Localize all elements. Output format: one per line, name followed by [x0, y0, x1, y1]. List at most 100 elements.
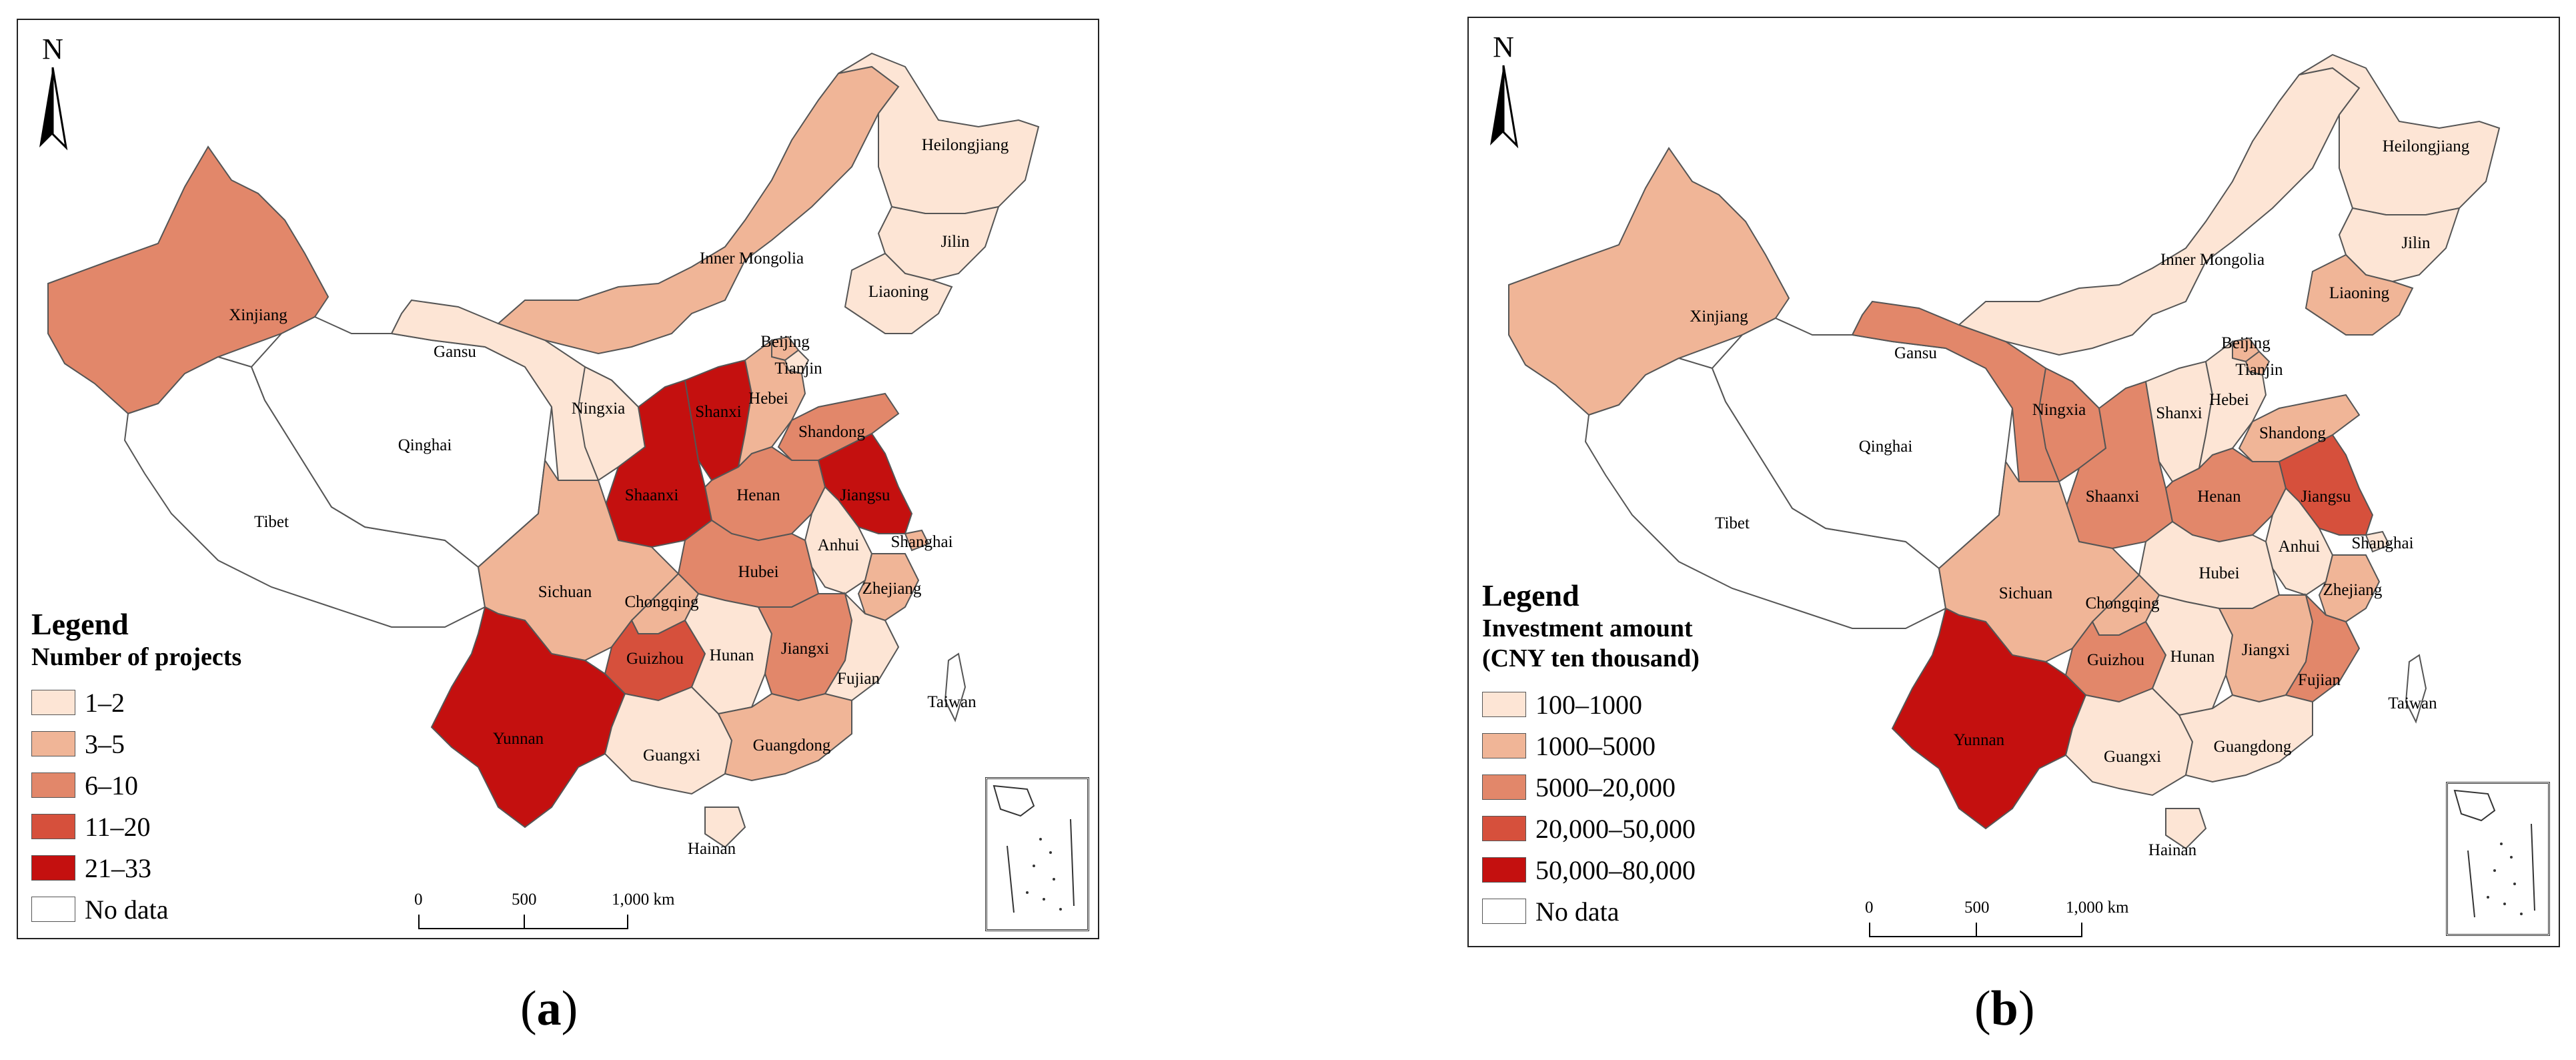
caption-b: (b) [1974, 981, 2035, 1036]
legend-subtitle-line: Investment amount [1482, 614, 1693, 642]
province-label: Sichuan [538, 583, 592, 601]
caption-a: (a) [520, 981, 578, 1036]
province-label: Hubei [738, 563, 778, 581]
province-inner-mongolia [497, 65, 900, 355]
scale-tick-label: 500 [512, 891, 537, 909]
province-label: Yunnan [493, 730, 544, 748]
legend-label: No data [1535, 896, 1620, 927]
legend-item: No data [31, 889, 241, 930]
province-label: Heilongjiang [922, 136, 1009, 154]
province-label: Tibet [1715, 514, 1750, 532]
province-zhejiang [2318, 554, 2381, 623]
province-guangdong [2178, 694, 2313, 783]
province-taiwan [944, 652, 967, 722]
province-label: Guangxi [2104, 748, 2161, 766]
north-arrow: N [1483, 33, 1523, 152]
province-label: Shanxi [695, 403, 742, 421]
province-label: Fujian [837, 670, 880, 688]
legend-item: 1–2 [31, 682, 241, 723]
province-liaoning [844, 252, 953, 334]
province-label: Jiangxi [781, 640, 829, 658]
map-panel-a: Xinjiang Tibet Qinghai Gansu Inner Mongolia H… [17, 19, 1099, 939]
scale-tick-label: 500 [1964, 899, 1990, 917]
south-china-sea-inset [2446, 782, 2550, 936]
province-label: Gansu [1894, 344, 1937, 362]
province-label: Qinghai [1859, 438, 1913, 456]
north-arrow-icon [1490, 65, 1519, 149]
province-zhejiang [857, 553, 920, 622]
caption-letter: a [536, 981, 562, 1036]
province-label: Sichuan [1999, 584, 2053, 602]
province-shanghai [2365, 530, 2391, 553]
province-label: Gansu [434, 343, 476, 361]
province-label: Chongqing [2085, 594, 2160, 612]
province-shanghai [904, 529, 930, 552]
province-label: Guizhou [2087, 651, 2145, 669]
legend-label: 5000–20,000 [1535, 772, 1676, 803]
south-china-sea-inset [985, 777, 1089, 931]
scale-tick-label: 0 [414, 891, 423, 909]
province-xinjiang [1508, 147, 1790, 416]
province-fujian [824, 591, 900, 702]
province-label: Tibet [254, 513, 289, 531]
province-jilin [2338, 207, 2461, 283]
legend-item: 21–33 [31, 847, 241, 889]
legend-swatch [31, 897, 75, 923]
province-label: Qinghai [398, 436, 452, 454]
inset-map [2453, 789, 2535, 918]
legend-item: 5000–20,000 [1482, 766, 1700, 808]
legend-label: 50,000–80,000 [1535, 855, 1696, 885]
scale-tick-label: 1,000 km [612, 891, 675, 909]
province-label: Chongqing [624, 593, 699, 611]
china-map-b: Xinjiang Tibet Qinghai Gansu Inner Mongolia H… [1508, 53, 2501, 859]
legend-subtitle: Number of projects [31, 642, 241, 673]
province-label: Tianjin [774, 360, 822, 378]
province-inner-mongolia [1958, 67, 2361, 356]
legend-swatch [1482, 899, 1526, 925]
legend-swatch [1482, 692, 1526, 718]
legend-title: Legend [31, 607, 129, 641]
province-label: Shaanxi [625, 486, 679, 504]
north-arrow: N [33, 35, 73, 154]
province-label: Hainan [2148, 841, 2197, 859]
legend-swatch [31, 814, 75, 840]
province-label: Inner Mongolia [700, 249, 804, 268]
legend-label: 3–5 [85, 728, 125, 759]
province-label: Guangxi [643, 746, 700, 764]
north-label: N [42, 33, 63, 65]
province-taiwan [2405, 654, 2427, 724]
province-label: Zhejiang [862, 580, 922, 598]
province-label: Yunnan [1954, 731, 2005, 749]
legend-subtitle-line: (CNY ten thousand) [1482, 644, 1700, 673]
province-xinjiang [47, 145, 330, 415]
legend-swatch [31, 690, 75, 716]
province-label: Zhejiang [2323, 581, 2383, 599]
inset-map [993, 784, 1075, 913]
province-label: Inner Mongolia [2160, 251, 2265, 269]
legend-classes: 1–2 3–5 6–10 11–20 21–33 No data [31, 682, 241, 930]
province-label: Jiangsu [2301, 488, 2352, 506]
legend-label: 11–20 [85, 811, 151, 842]
province-label: Anhui [2279, 538, 2321, 556]
province-label: Ningxia [2032, 401, 2086, 419]
province-label: Jilin [940, 233, 970, 251]
province-label: Shaanxi [2086, 488, 2140, 506]
province-hainan [704, 807, 746, 849]
province-label: Taiwan [2388, 694, 2437, 712]
legend-label: 1–2 [85, 687, 125, 718]
province-label: Shanghai [2351, 534, 2413, 552]
legend-label: No data [85, 894, 169, 925]
legend-label: 6–10 [85, 770, 138, 801]
legend-item: 50,000–80,000 [1482, 849, 1700, 891]
map-panel-b: Xinjiang Tibet Qinghai Gansu Inner Mongolia H… [1467, 17, 2560, 947]
north-arrow-icon [39, 67, 68, 151]
province-label: Guangdong [2214, 738, 2292, 756]
province-hainan [2165, 808, 2207, 850]
legend-swatch [1482, 733, 1526, 759]
province-label: Shanxi [2156, 404, 2202, 422]
province-jilin [877, 205, 1000, 282]
province-label: Taiwan [927, 693, 977, 711]
legend-item: 20,000–50,000 [1482, 808, 1700, 849]
province-label: Hunan [710, 646, 754, 664]
province-label: Jilin [2401, 234, 2431, 252]
